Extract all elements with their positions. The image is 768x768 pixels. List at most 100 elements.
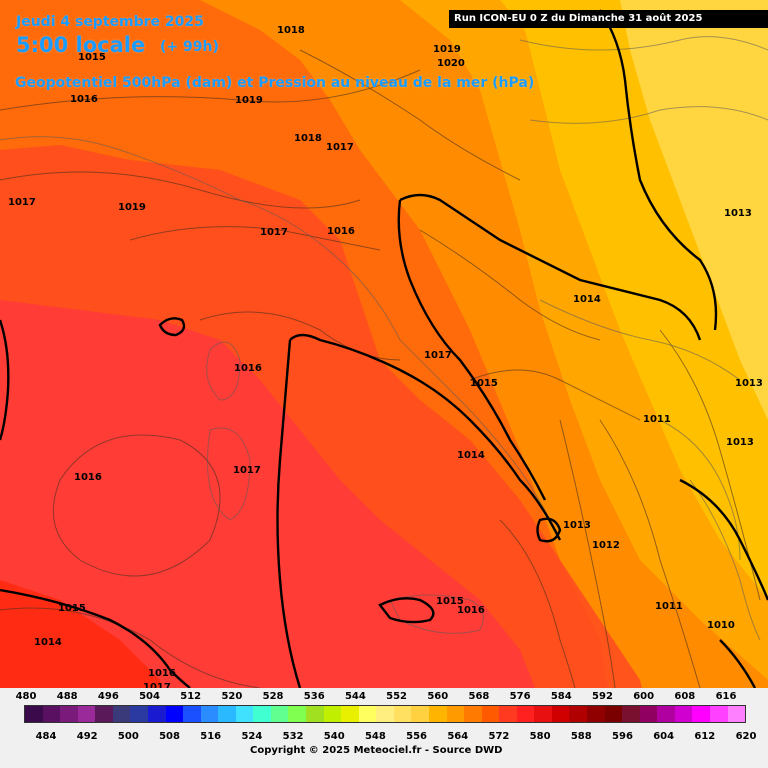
legend-tick-label: 480 (15, 691, 37, 702)
isobar-label: 1017 (260, 227, 288, 238)
legend-tick-label: 484 (35, 731, 57, 742)
legend-swatch (341, 706, 359, 722)
legend-tick-label: 500 (117, 731, 139, 742)
legend-swatch (692, 706, 710, 722)
legend-swatch (200, 706, 219, 722)
legend-swatch (534, 706, 552, 722)
legend-panel (0, 688, 768, 768)
legend-tick-label: 584 (550, 691, 572, 702)
legend-swatch (147, 706, 166, 722)
legend-swatch (428, 706, 447, 722)
legend-tick-label: 572 (488, 731, 510, 742)
color-scale (24, 705, 746, 723)
legend-swatch (25, 706, 43, 722)
isobar-label: 1016 (234, 363, 262, 374)
legend-swatch (183, 706, 201, 722)
isobar-label: 1016 (74, 472, 102, 483)
legend-swatch (587, 706, 605, 722)
legend-swatch (77, 706, 96, 722)
isobar-label: 1012 (592, 540, 620, 551)
legend-tick-label: 616 (715, 691, 737, 702)
isobar-label: 1013 (724, 208, 752, 219)
legend-swatch (358, 706, 377, 722)
legend-swatch (551, 706, 570, 722)
legend-swatch (464, 706, 482, 722)
isobar-label: 1019 (433, 44, 461, 55)
isobar-label: 1017 (424, 350, 452, 361)
legend-swatch (411, 706, 429, 722)
coastlines (0, 36, 768, 641)
isobar-label: 1014 (573, 294, 601, 305)
legend-tick-label: 608 (674, 691, 696, 702)
isobar-label: 1011 (643, 414, 671, 425)
isobar-label: 1014 (457, 450, 485, 461)
legend-tick-label: 560 (427, 691, 449, 702)
isobar-label: 1013 (563, 520, 591, 531)
forecast-lead-time: (+ 99h) (160, 39, 219, 55)
legend-swatch (323, 706, 342, 722)
legend-tick-label: 528 (262, 691, 284, 702)
legend-swatch (253, 706, 271, 722)
legend-tick-label: 596 (612, 731, 633, 742)
band-584 (0, 300, 550, 768)
legend-swatch (709, 706, 728, 722)
isobar-label: 1017 (326, 142, 354, 153)
isobar-label: 1016 (70, 94, 98, 105)
isobar-label: 1019 (118, 202, 146, 213)
legend-tick-label: 492 (76, 731, 98, 742)
isobar-label: 1018 (277, 25, 305, 36)
isobar-label: 1013 (726, 437, 754, 448)
isobar-label: 1016 (457, 605, 485, 616)
legend-swatch (516, 706, 535, 722)
isobar-label: 1015 (78, 52, 106, 63)
legend-tick-label: 552 (386, 691, 408, 702)
model-run-banner: Run ICON-EU 0 Z du Dimanche 31 août 2025 (449, 10, 768, 28)
isobar-lines (0, 49, 761, 689)
legend-swatch (235, 706, 254, 722)
isobar-label: 1019 (235, 95, 263, 106)
isobar-label: 1016 (327, 226, 355, 237)
legend-tick-label: 604 (653, 731, 675, 742)
legend-tick-label: 488 (56, 691, 78, 702)
isobar-label: 1020 (437, 58, 465, 69)
legend-tick-label: 600 (633, 691, 655, 702)
legend-swatch (446, 706, 465, 722)
legend-swatch (393, 706, 412, 722)
legend-swatch (376, 706, 394, 722)
legend-tick-label: 556 (406, 731, 428, 742)
legend-tick-label: 580 (529, 731, 551, 742)
legend-tick-label: 544 (344, 691, 366, 702)
legend-tick-label: 504 (139, 691, 160, 702)
legend-tick-label: 512 (180, 691, 202, 702)
legend-tick-label: 612 (694, 731, 716, 742)
legend-swatch (499, 706, 517, 722)
isobar-label: 1010 (707, 620, 735, 631)
isobar-label: 1017 (143, 682, 171, 693)
legend-tick-label: 592 (592, 691, 613, 702)
legend-swatch (674, 706, 693, 722)
map-variable-title: Geopotentiel 500hPa (dam) et Pression au… (15, 75, 535, 91)
legend-swatch (639, 706, 658, 722)
legend-tick-label: 532 (282, 731, 304, 742)
isobar-label: 1017 (8, 197, 36, 208)
legend-swatch (727, 706, 746, 722)
legend-swatch (622, 706, 640, 722)
legend-tick-label: 576 (509, 691, 531, 702)
legend-tick-label: 524 (241, 731, 263, 742)
copyright-text: Copyright © 2025 Meteociel.fr - Source D… (250, 745, 503, 756)
legend-swatch (288, 706, 306, 722)
forecast-time: 5:00 locale (16, 33, 146, 57)
isobar-label: 1015 (58, 603, 86, 614)
legend-tick-label: 548 (364, 731, 386, 742)
legend-swatch (130, 706, 148, 722)
legend-swatch (60, 706, 78, 722)
legend-swatch (42, 706, 61, 722)
legend-swatch (481, 706, 500, 722)
legend-tick-label: 516 (200, 731, 222, 742)
legend-tick-label: 620 (735, 731, 757, 742)
legend-tick-label: 508 (159, 731, 180, 742)
legend-swatch (604, 706, 623, 722)
legend-swatch (95, 706, 113, 722)
